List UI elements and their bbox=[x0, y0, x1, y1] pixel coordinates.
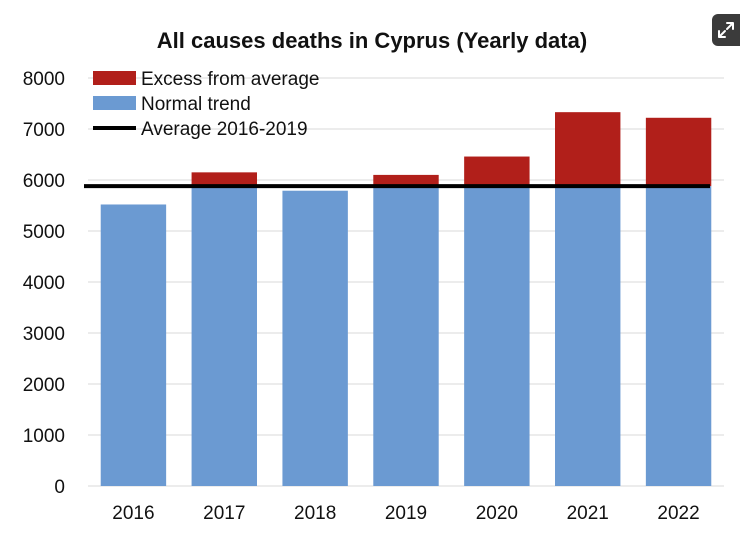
bar-excess-2020 bbox=[464, 156, 530, 187]
y-tick-label: 7000 bbox=[23, 120, 65, 141]
legend-normal-label: Normal trend bbox=[141, 94, 251, 115]
bar-excess-2019 bbox=[373, 174, 439, 187]
y-tick-label: 5000 bbox=[23, 222, 65, 243]
bar-normal-trend-2020 bbox=[464, 186, 530, 486]
legend-excess-swatch bbox=[93, 71, 136, 85]
legend-normal-swatch bbox=[93, 96, 136, 110]
y-tick-label: 0 bbox=[54, 477, 65, 498]
x-tick-label: 2019 bbox=[385, 503, 427, 524]
bar-normal-trend-2017 bbox=[191, 186, 257, 486]
bar-normal-trend-2018 bbox=[282, 190, 348, 486]
legend: Excess from average Normal trend Average 2… bbox=[93, 69, 319, 140]
y-tick-label: 6000 bbox=[23, 171, 65, 192]
y-tick-label: 4000 bbox=[23, 273, 65, 294]
expand-icon bbox=[718, 22, 734, 38]
bars bbox=[100, 112, 712, 487]
bar-excess-2022 bbox=[645, 117, 712, 187]
y-tick-label: 3000 bbox=[23, 324, 65, 345]
x-axis-ticks: 2016 2017 2018 2019 2020 2021 2022 bbox=[112, 503, 699, 524]
bar-excess-2021 bbox=[555, 112, 621, 187]
chart-title: All causes deaths in Cyprus (Yearly data… bbox=[157, 28, 587, 53]
x-tick-label: 2020 bbox=[476, 503, 518, 524]
x-tick-label: 2022 bbox=[657, 503, 699, 524]
x-tick-label: 2018 bbox=[294, 503, 336, 524]
bar-normal-trend-2019 bbox=[373, 186, 439, 486]
x-tick-label: 2017 bbox=[203, 503, 245, 524]
bar-normal-trend-2021 bbox=[555, 186, 621, 486]
expand-button[interactable] bbox=[712, 14, 740, 46]
bar-excess-2017 bbox=[191, 172, 257, 187]
y-axis-ticks: 0 1000 2000 3000 4000 5000 6000 7000 8000 bbox=[23, 69, 65, 498]
y-tick-label: 1000 bbox=[23, 426, 65, 447]
legend-average-label: Average 2016-2019 bbox=[141, 119, 308, 140]
x-tick-label: 2016 bbox=[112, 503, 154, 524]
bar-normal-trend-2016 bbox=[100, 204, 167, 487]
bar-normal-trend-2022 bbox=[645, 186, 712, 486]
x-tick-label: 2021 bbox=[567, 503, 609, 524]
y-tick-label: 8000 bbox=[23, 69, 65, 90]
legend-excess-label: Excess from average bbox=[141, 69, 319, 90]
y-tick-label: 2000 bbox=[23, 375, 65, 396]
